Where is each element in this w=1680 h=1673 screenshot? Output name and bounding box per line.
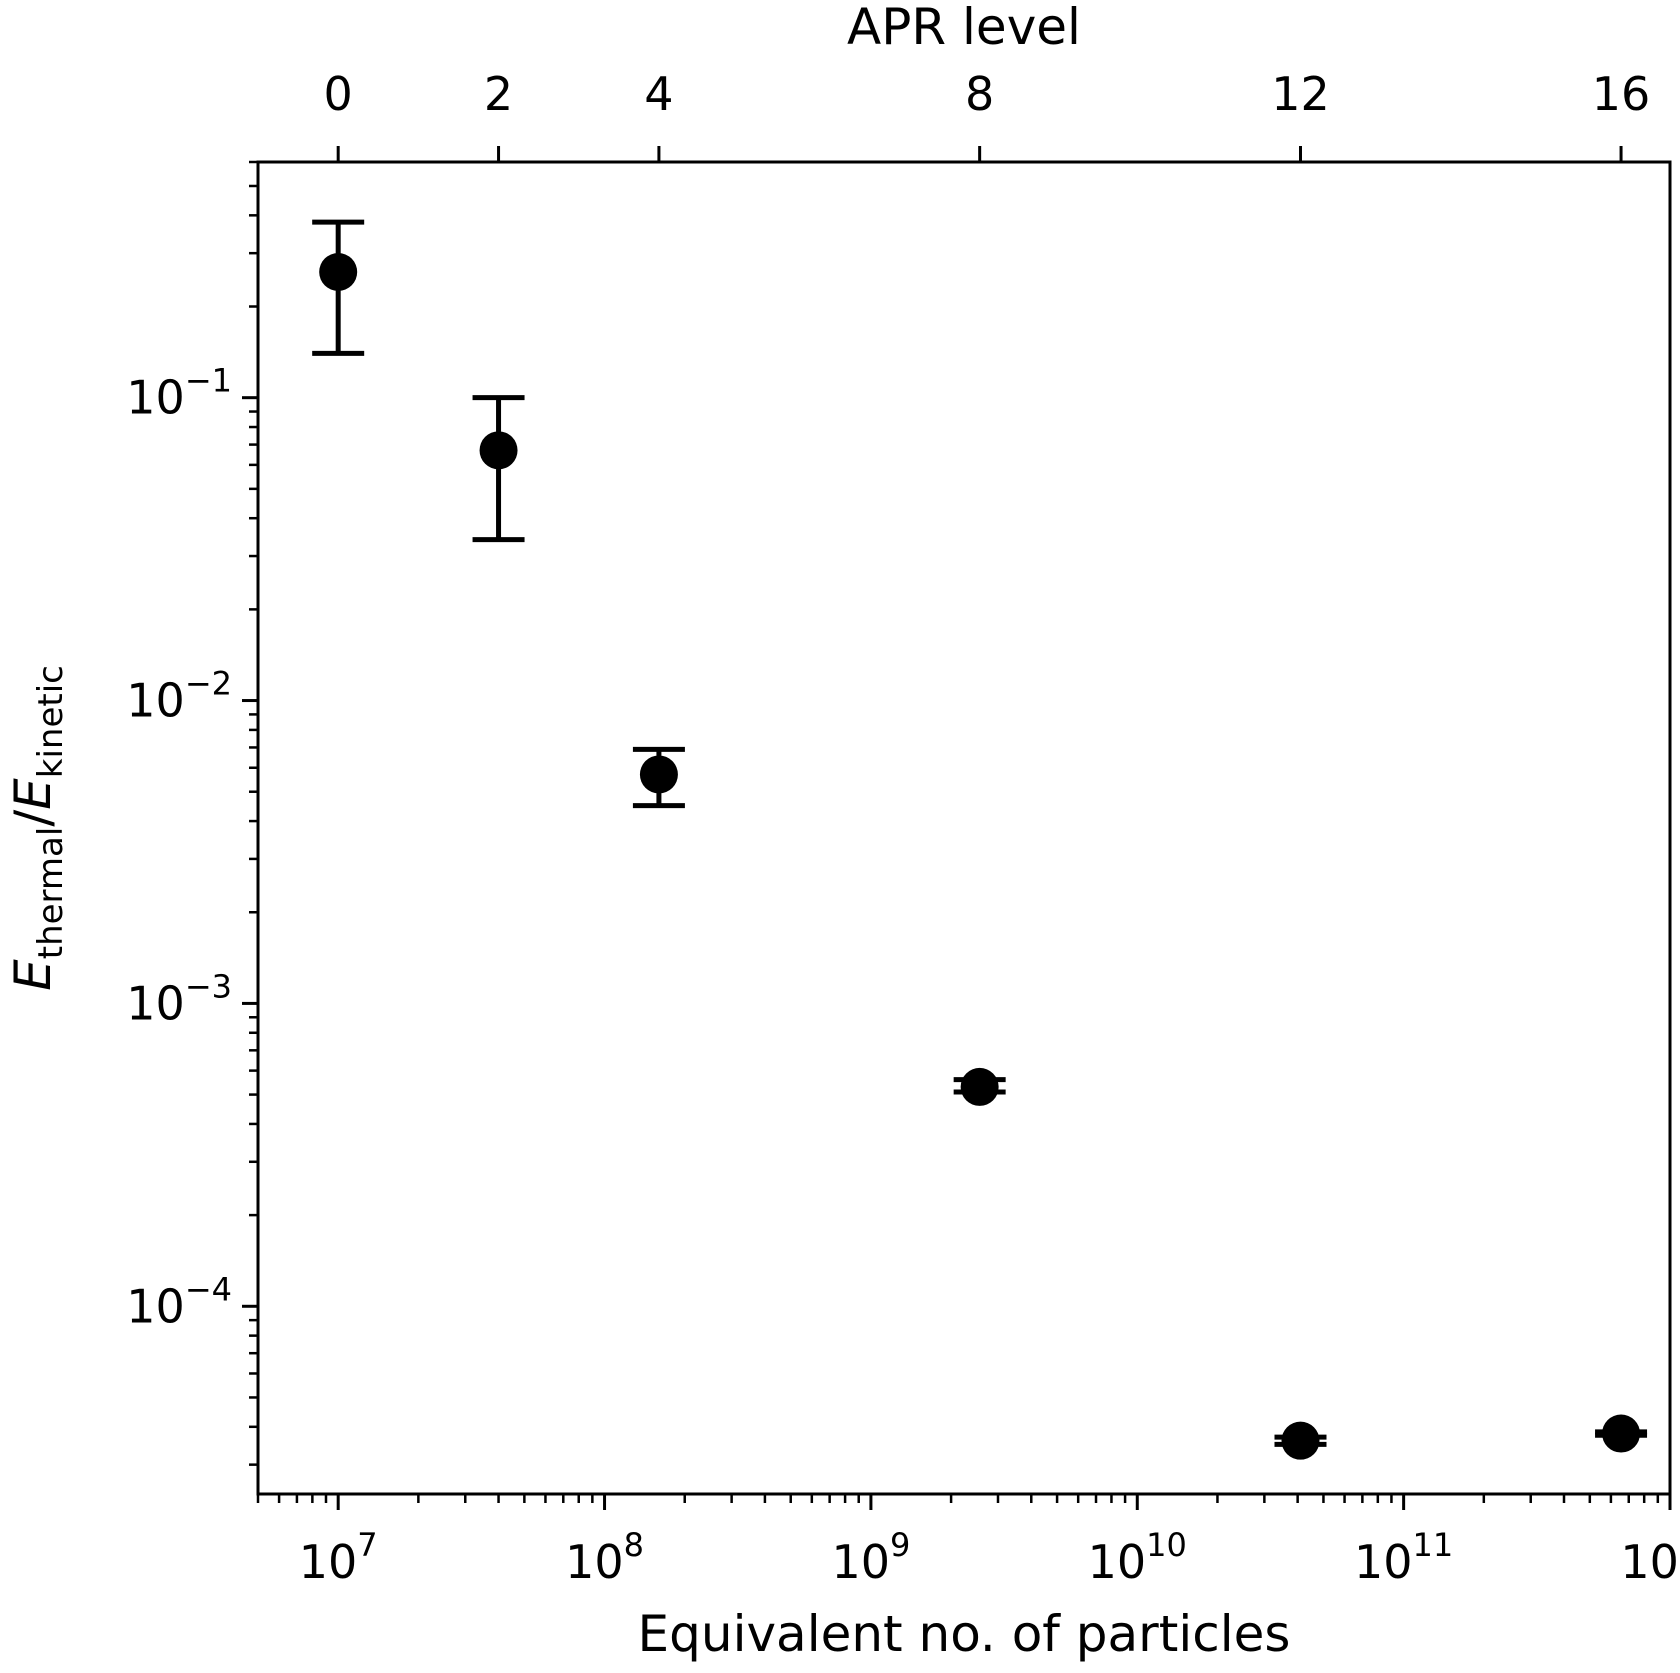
top-axis-tick-label: 12 xyxy=(1271,67,1330,121)
y-axis-title: Ethermal/Ekinetic xyxy=(4,665,71,991)
data-point xyxy=(479,431,518,470)
data-point xyxy=(1602,1414,1641,1453)
data-point xyxy=(960,1067,999,1106)
y-tick-label-exp: −4 xyxy=(185,1270,232,1308)
data-point xyxy=(319,252,358,291)
x-tick-label: 1012 xyxy=(1620,1526,1680,1589)
y-axis-title-sep: / xyxy=(4,810,62,827)
y-tick-label-exp: −3 xyxy=(185,967,232,1005)
y-tick-label: 10−4 xyxy=(126,1270,232,1333)
y-tick-label-base: 10 xyxy=(126,976,185,1030)
y-tick-label: 10−3 xyxy=(126,967,232,1030)
y-tick-label-base: 10 xyxy=(126,1279,185,1333)
x-tick-label-base: 10 xyxy=(1088,1535,1147,1589)
x-tick-label-exp: 7 xyxy=(357,1526,377,1564)
y-tick-label: 10−1 xyxy=(126,362,232,425)
x-tick-label-base: 10 xyxy=(299,1535,358,1589)
x-tick-label-base: 10 xyxy=(1620,1535,1679,1589)
y-axis-title-main: E xyxy=(4,959,62,991)
ticks-layer: 10710810910101011101210−110−210−310−4024… xyxy=(126,67,1680,1589)
x-tick-label: 109 xyxy=(831,1526,910,1589)
x-tick-label: 1010 xyxy=(1088,1526,1187,1589)
x-tick-label: 1011 xyxy=(1354,1526,1453,1589)
x-tick-label-exp: 9 xyxy=(890,1526,910,1564)
x-tick-label-base: 10 xyxy=(1354,1535,1413,1589)
x-axis-title: Equivalent no. of particles xyxy=(638,1605,1291,1663)
top-axis-tick-label: 8 xyxy=(965,67,994,121)
marks-layer xyxy=(312,219,1648,1460)
y-tick-label-exp: −2 xyxy=(185,665,232,703)
top-axis-tick-label: 4 xyxy=(644,67,673,121)
x-tick-label: 107 xyxy=(299,1526,378,1589)
y-axis-title-main-2: E xyxy=(4,778,62,810)
plot-frame xyxy=(256,160,1672,1496)
y-tick-label-base: 10 xyxy=(126,674,185,728)
x-tick-label-exp: 12 xyxy=(1679,1526,1680,1564)
y-axis-title-sub2: kinetic xyxy=(31,665,71,778)
top-axis-tick-label: 0 xyxy=(324,67,353,121)
top-axis-title: APR level xyxy=(847,0,1081,56)
x-tick-label-base: 10 xyxy=(831,1535,890,1589)
data-point xyxy=(639,755,678,794)
y-tick-label: 10−2 xyxy=(126,665,232,728)
x-tick-label: 108 xyxy=(565,1526,644,1589)
top-axis-tick-label: 16 xyxy=(1592,67,1651,121)
y-tick-label-exp: −1 xyxy=(185,362,232,400)
data-point xyxy=(1281,1421,1320,1460)
x-tick-label-exp: 10 xyxy=(1146,1526,1187,1564)
x-tick-label-exp: 8 xyxy=(624,1526,644,1564)
x-tick-label-base: 10 xyxy=(565,1535,624,1589)
y-axis-title-sub1: thermal xyxy=(31,827,71,960)
x-tick-label-exp: 11 xyxy=(1413,1526,1454,1564)
y-tick-label-base: 10 xyxy=(126,371,185,425)
top-axis-tick-label: 2 xyxy=(484,67,513,121)
